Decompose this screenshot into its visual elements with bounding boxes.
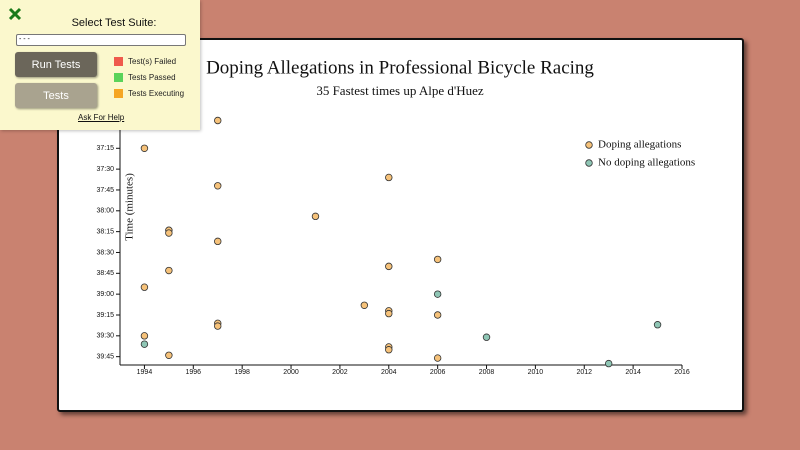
x-tick-label: 1994 (137, 369, 153, 376)
status-label: Tests Executing (128, 89, 185, 98)
data-point (165, 266, 173, 275)
run-tests-button[interactable]: Run Tests (15, 52, 97, 77)
x-tick-label: 2016 (674, 369, 690, 376)
data-point (140, 283, 149, 291)
legend-label: No doping allegations (598, 157, 695, 169)
x-tick-label: 2002 (332, 369, 348, 376)
data-point (604, 359, 613, 368)
data-point (140, 332, 149, 340)
data-point (140, 340, 149, 348)
help-link[interactable]: Ask For Help (78, 113, 125, 122)
y-tick-label: 38:15 (96, 228, 114, 235)
tests-button[interactable]: Tests (15, 83, 97, 108)
data-point (214, 322, 222, 330)
data-point (140, 144, 149, 152)
x-tick-label: 2008 (479, 369, 495, 376)
data-point (385, 173, 393, 182)
suite-select[interactable]: - - - (16, 34, 186, 46)
y-tick-label: 38:45 (96, 270, 114, 277)
data-point (165, 229, 173, 237)
y-tick-label: 37:45 (96, 187, 114, 194)
legend-swatch (585, 159, 593, 167)
status-swatch (114, 89, 123, 98)
status-label: Test(s) Failed (128, 57, 177, 66)
panel-heading: Select Test Suite: (71, 17, 157, 29)
x-tick-label: 2000 (283, 369, 299, 376)
status-swatch (114, 73, 123, 82)
x-tick-label: 2006 (430, 369, 446, 376)
x-tick-label: 2010 (528, 369, 544, 376)
data-point (482, 333, 491, 341)
y-tick-label: 38:30 (96, 249, 114, 256)
select-value: - - - (19, 36, 30, 43)
y-tick-label: 37:30 (96, 166, 114, 173)
chart-title: Doping Allegations in Professional Bicyc… (206, 57, 594, 78)
chart-subtitle: 35 Fastest times up Alpe d'Huez (316, 83, 484, 98)
data-point (214, 237, 222, 246)
status-label: Tests Passed (128, 73, 176, 82)
x-tick-label: 2004 (381, 369, 397, 376)
data-point (311, 212, 320, 221)
x-tick-label: 1996 (186, 369, 202, 376)
y-tick-label: 39:00 (96, 291, 114, 298)
data-point (433, 290, 442, 298)
data-point (433, 354, 442, 362)
data-point (214, 116, 222, 125)
x-tick-label: 1998 (234, 369, 250, 376)
close-button[interactable] (8, 7, 22, 21)
x-tick-label: 2012 (576, 369, 592, 376)
data-point (385, 346, 393, 354)
y-axis-label: Time (minutes) (124, 173, 136, 241)
data-point (385, 309, 393, 318)
y-tick-label: 37:15 (96, 145, 114, 152)
data-point (653, 321, 662, 329)
data-point (214, 182, 222, 190)
y-tick-label: 38:00 (96, 208, 114, 215)
y-tick-label: 39:30 (96, 333, 114, 340)
test-panel: Select Test Suite: - - - Run Tests Tests… (0, 0, 200, 130)
data-point (165, 351, 173, 359)
legend-label: Doping allegations (598, 139, 681, 151)
data-point (385, 262, 393, 271)
x-tick-label: 2014 (625, 369, 641, 376)
legend-swatch (585, 141, 593, 149)
data-point (360, 301, 369, 309)
y-tick-label: 39:45 (96, 354, 114, 361)
y-tick-label: 39:15 (96, 312, 114, 319)
data-point (433, 255, 442, 264)
status-swatch (114, 57, 123, 66)
data-point (433, 311, 442, 319)
